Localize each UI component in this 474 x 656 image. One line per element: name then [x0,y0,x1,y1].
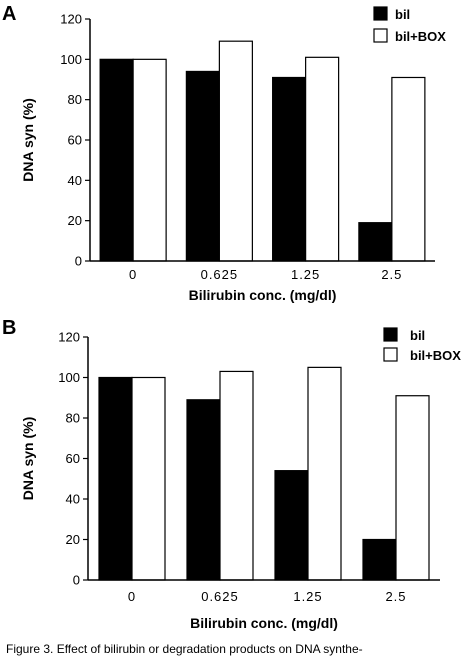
bar-bil-box-2 [307,366,342,581]
panel-label: A [2,3,16,25]
bar-bil-box-1 [218,40,253,262]
y-tick-label: 60 [66,451,80,466]
x-tick-label: 1.25 [291,267,320,282]
chart-panel-a: A 0 0.625 1.25 2.5 0 20 40 60 80 100 120 Bilirubin c… [2,3,446,303]
bar-bil-0 [99,58,134,262]
y-tick-label: 40 [68,173,82,188]
bar-bil-2 [274,470,309,581]
x-tick-label: 2.5 [385,589,406,604]
x-tick-label: 0 [129,267,137,282]
bar-bil-2 [272,76,307,262]
bar-bil-box-2 [305,56,340,262]
y-tick-label: 100 [58,370,80,385]
y-tick-label: 120 [58,330,80,345]
y-tick-label: 40 [66,492,80,507]
y-tick-label: 80 [68,92,82,107]
legend-swatch-bil-box [383,347,398,362]
bar-bil-box-0 [132,58,167,262]
y-tick-label: 20 [68,213,82,228]
x-tick-label: 0.625 [201,267,239,282]
y-axis-title: DNA syn (%) [20,98,36,182]
y-tick-label: 0 [73,573,80,588]
bar-bil-3 [362,538,397,581]
bar-bil-box-3 [395,395,430,581]
legend-swatch-bil-box [373,28,388,43]
bar-bil-0 [98,376,133,581]
panel-label: B [2,317,16,339]
x-axis-title: Bilirubin conc. (mg/dl) [190,615,338,631]
bar-bil-box-1 [219,370,254,581]
legend-label-bil-box: bil+BOX [410,348,461,363]
legend-label-bil: bil [395,7,410,22]
y-axis-title: DNA syn (%) [20,417,36,501]
bar-bil-3 [358,222,393,262]
bar-bil-1 [185,70,220,262]
figure-caption: Figure 3. Effect of bilirubin or degrada… [6,642,363,656]
y-tick-label: 120 [60,12,82,27]
y-tick-label: 0 [75,254,82,269]
bar-bil-1 [186,399,221,581]
x-tick-label: 0 [128,589,136,604]
legend-swatch-bil [383,327,398,342]
chart-panel-b: B 0 0.625 1.25 2.5 0 20 40 60 80 100 120 Bilirubin c… [2,317,461,631]
x-tick-label: 2.5 [381,267,402,282]
y-tick-label: 100 [60,52,82,67]
bar-bil-box-0 [131,376,166,581]
legend-label-bil-box: bil+BOX [395,29,446,44]
legend-label-bil: bil [410,328,425,343]
x-axis-title: Bilirubin conc. (mg/dl) [189,287,337,303]
x-tick-label: 0.625 [201,589,239,604]
bar-bil-box-3 [391,76,426,262]
y-tick-label: 80 [66,411,80,426]
legend-swatch-bil [373,6,388,21]
y-tick-label: 60 [68,133,82,148]
y-tick-label: 20 [66,532,80,547]
x-tick-label: 1.25 [293,589,322,604]
